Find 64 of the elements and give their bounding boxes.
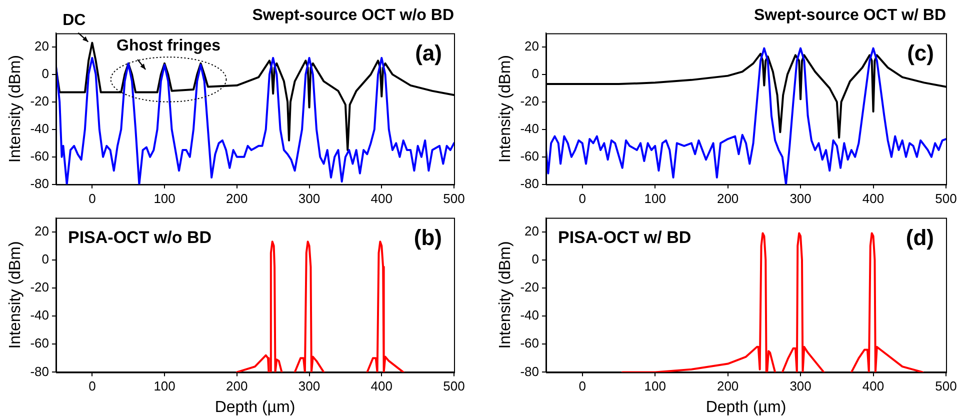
x-tick-label: 500 <box>443 378 465 394</box>
x-tick-label: 400 <box>370 190 392 206</box>
y-axis-title: Intensity (dBm) <box>497 241 514 349</box>
x-tick-label: 400 <box>370 378 392 394</box>
y-tick-label: 20 <box>34 38 49 54</box>
chart-title: Swept-source OCT w/ BD <box>754 7 946 24</box>
y-tick-label: -40 <box>30 308 49 323</box>
annotation: (d) <box>906 224 934 250</box>
x-tick-label: 0 <box>578 378 586 394</box>
x-tick-label: 400 <box>862 378 884 394</box>
x-axis-title: Depth (µm) <box>706 398 786 416</box>
y-tick-label: -80 <box>30 364 49 379</box>
y-tick-label: -60 <box>30 336 49 351</box>
y-tick-label: -80 <box>30 176 49 191</box>
x-tick-label: 500 <box>935 190 957 206</box>
x-tick-label: 200 <box>716 378 739 394</box>
x-tick-label: 300 <box>790 378 812 394</box>
y-tick-label: 0 <box>532 66 539 82</box>
y-tick-label: -20 <box>30 280 49 295</box>
annotation: DC <box>62 12 86 30</box>
y-axis-title: Intensity (dBm) <box>497 55 514 163</box>
x-tick-label: 0 <box>88 378 96 394</box>
y-tick-label: -40 <box>520 308 539 323</box>
x-tick-label: 0 <box>578 190 586 206</box>
y-tick-label: -20 <box>30 94 49 109</box>
x-tick-label: 100 <box>154 378 176 394</box>
y-tick-label: -60 <box>30 148 49 164</box>
y-tick-label: -40 <box>520 120 539 136</box>
y-tick-label: 0 <box>42 66 49 82</box>
y-tick-label: -20 <box>520 94 539 109</box>
x-tick-label: 500 <box>443 190 465 206</box>
y-tick-label: -80 <box>520 364 539 379</box>
y-axis-title: Intensity (dBm) <box>7 241 24 349</box>
y-tick-label: 0 <box>42 251 49 266</box>
x-tick-label: 200 <box>716 190 739 206</box>
y-tick-label: 20 <box>524 223 539 238</box>
x-tick-label: 200 <box>226 190 248 206</box>
y-tick-label: -60 <box>520 336 539 351</box>
x-tick-label: 500 <box>935 378 957 394</box>
y-tick-label: -80 <box>520 176 539 191</box>
y-tick-label: -20 <box>520 280 539 295</box>
annotation: PISA-OCT w/o BD <box>68 228 212 247</box>
x-tick-label: 100 <box>154 190 176 206</box>
y-tick-label: -40 <box>30 120 49 136</box>
x-tick-label: 100 <box>644 190 666 206</box>
y-axis-title: Intensity (dBm) <box>7 55 24 163</box>
annotation: (c) <box>907 40 934 66</box>
x-tick-label: 300 <box>298 190 320 206</box>
y-tick-label: 0 <box>532 251 539 266</box>
y-tick-label: -60 <box>520 148 539 164</box>
x-tick-label: 100 <box>644 378 666 394</box>
annotation: (b) <box>414 224 442 250</box>
x-tick-label: 300 <box>790 190 812 206</box>
x-tick-label: 400 <box>862 190 884 206</box>
y-tick-label: 20 <box>34 223 49 238</box>
annotation: PISA-OCT w/ BD <box>558 228 692 247</box>
x-axis-title: Depth (µm) <box>214 398 296 416</box>
annotation: Ghost fringes <box>116 38 221 55</box>
chart-title: Swept-source OCT w/o BD <box>252 7 454 24</box>
x-tick-label: 0 <box>88 190 96 206</box>
x-tick-label: 300 <box>298 378 320 394</box>
x-tick-label: 200 <box>226 378 248 394</box>
annotation: (a) <box>415 40 442 66</box>
y-tick-label: 20 <box>524 38 539 54</box>
